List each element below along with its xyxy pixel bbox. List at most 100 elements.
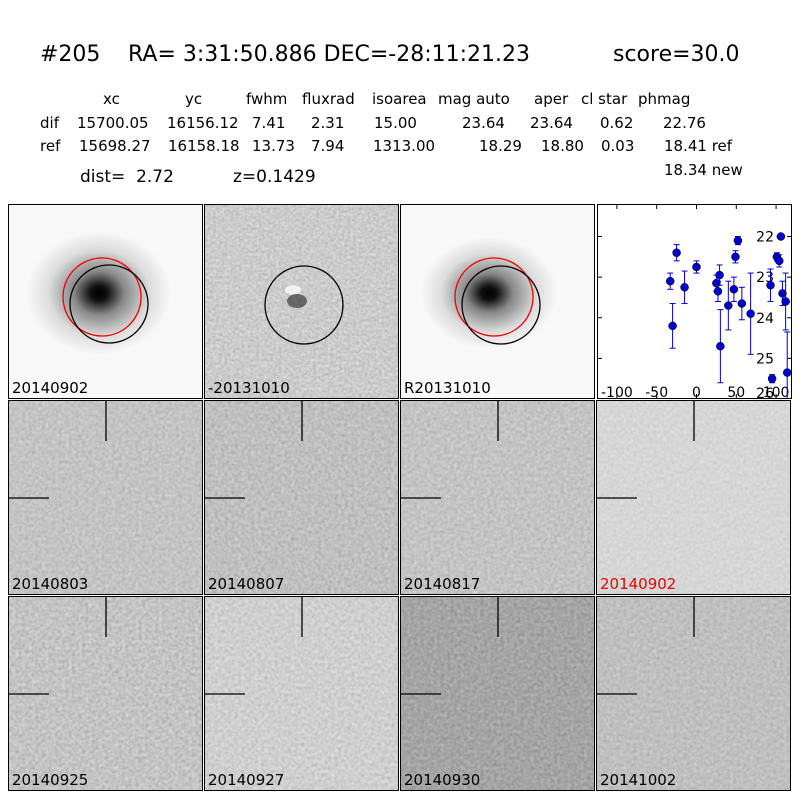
col-fwhm: fwhm <box>246 90 288 108</box>
x-tick-label: 100 <box>763 385 790 399</box>
stamp-date-label: 20140817 <box>404 575 481 593</box>
ref-phmag: 18.41 ref <box>664 137 733 155</box>
data-point <box>781 297 790 306</box>
panel-new-image: 20140902 <box>8 204 203 399</box>
data-point <box>724 301 733 310</box>
galaxy-image-new <box>9 205 202 398</box>
data-point <box>672 248 681 257</box>
noise-stamp-image <box>205 401 398 594</box>
ref-yc: 16158.18 <box>168 137 240 155</box>
data-point <box>782 368 792 377</box>
stamp-date-label: 20140807 <box>208 575 285 593</box>
stamp-date-label: 20140803 <box>12 575 89 593</box>
ref-fluxrad: 7.94 <box>311 137 345 155</box>
stamp-panel: 20140807 <box>204 400 399 595</box>
row-label-dif: dif <box>40 114 59 132</box>
data-point <box>665 276 675 286</box>
galaxy-image-reference <box>401 205 594 398</box>
data-point <box>716 341 725 351</box>
data-point <box>713 287 723 296</box>
noise-stamp-image <box>205 597 398 790</box>
x-tick-label: 50 <box>727 385 745 399</box>
panel-difference-image: -20131010 <box>204 204 399 399</box>
noise-stamp-image <box>9 597 202 790</box>
noise-stamp-image <box>597 401 790 594</box>
col-isoarea: isoarea <box>372 90 427 108</box>
noise-stamp-image <box>597 597 790 790</box>
col-cl-star: cl star <box>581 90 628 108</box>
stamp-date-label: 20140902 <box>600 575 677 593</box>
data-point <box>692 262 701 272</box>
candidate-id: #205 <box>40 42 101 67</box>
data-point <box>715 270 724 280</box>
stamp-date-label: 20140925 <box>12 771 89 789</box>
redshift-value: z=0.1429 <box>233 167 316 187</box>
new-phmag: 18.34 new <box>664 161 743 179</box>
data-point <box>731 252 740 262</box>
stamp-panel: 20140817 <box>400 400 595 595</box>
data-point <box>746 309 755 318</box>
stamp-panel: 20140902 <box>596 400 791 595</box>
data-point <box>766 281 775 290</box>
noise-stamp-image <box>401 401 594 594</box>
stamp-date-label: 20141002 <box>600 771 677 789</box>
stamp-date-label: 20140927 <box>208 771 285 789</box>
col-fluxrad: fluxrad <box>302 90 355 108</box>
panel-reference-image: R20131010 <box>400 204 595 399</box>
score-value: score=30.0 <box>613 42 740 67</box>
plot-frame <box>597 204 792 399</box>
col-mag-auto: mag auto <box>438 90 510 108</box>
col-aper: aper <box>534 90 569 108</box>
data-point <box>767 374 777 383</box>
dif-isoarea: 15.00 <box>374 114 417 132</box>
ref-aper: 18.80 <box>541 137 584 155</box>
dif-mag-auto: 23.64 <box>462 114 505 132</box>
noise-stamp-image <box>401 597 594 790</box>
data-point <box>778 289 787 298</box>
dif-yc: 16156.12 <box>167 114 239 132</box>
ra-dec-coordinates: RA= 3:31:50.886 DEC=-28:11:21.23 <box>128 42 531 67</box>
y-tick-label: 22 <box>756 230 774 246</box>
dif-phmag: 22.76 <box>663 114 706 132</box>
dif-cl-star: 0.62 <box>600 114 634 132</box>
stamp-panel: 20140803 <box>8 400 203 595</box>
ref-isoarea: 1313.00 <box>373 137 436 155</box>
dif-fluxrad: 2.31 <box>311 114 345 132</box>
x-tick-label: 0 <box>692 385 701 399</box>
data-point <box>733 236 743 245</box>
data-point <box>737 299 747 308</box>
stamp-panel: 20140927 <box>204 596 399 791</box>
y-tick-label: 24 <box>756 311 774 327</box>
col-xc: xc <box>103 90 120 108</box>
distance-value: dist= 2.72 <box>80 167 174 187</box>
col-yc: yc <box>185 90 203 108</box>
panel-label: R20131010 <box>404 379 491 397</box>
dif-xc: 15700.05 <box>77 114 149 132</box>
y-tick-label: 25 <box>756 351 774 367</box>
ref-cl-star: 0.03 <box>601 137 635 155</box>
panel-label: 20140902 <box>12 379 89 397</box>
panel-label: -20131010 <box>208 379 290 397</box>
ref-mag-auto: 18.29 <box>479 137 522 155</box>
x-tick-label: -100 <box>601 385 633 399</box>
stamp-date-label: 20140930 <box>404 771 481 789</box>
data-point <box>776 232 786 241</box>
noise-difference-image <box>205 205 398 398</box>
data-point <box>680 283 689 292</box>
data-point <box>775 256 784 266</box>
y-tick-label: 26 <box>756 386 774 399</box>
stamp-panel: 20140925 <box>8 596 203 791</box>
dif-aper: 23.64 <box>530 114 573 132</box>
ref-fwhm: 13.73 <box>252 137 295 155</box>
stamp-panel: 20141002 <box>596 596 791 791</box>
x-tick-label: -50 <box>645 385 668 399</box>
data-point <box>729 285 739 294</box>
noise-stamp-image <box>9 401 202 594</box>
col-phmag: phmag <box>638 90 691 108</box>
row-label-ref: ref <box>40 137 61 155</box>
stamp-panel: 20140930 <box>400 596 595 791</box>
dif-fwhm: 7.41 <box>252 114 286 132</box>
ref-xc: 15698.27 <box>79 137 151 155</box>
data-point <box>668 321 677 331</box>
